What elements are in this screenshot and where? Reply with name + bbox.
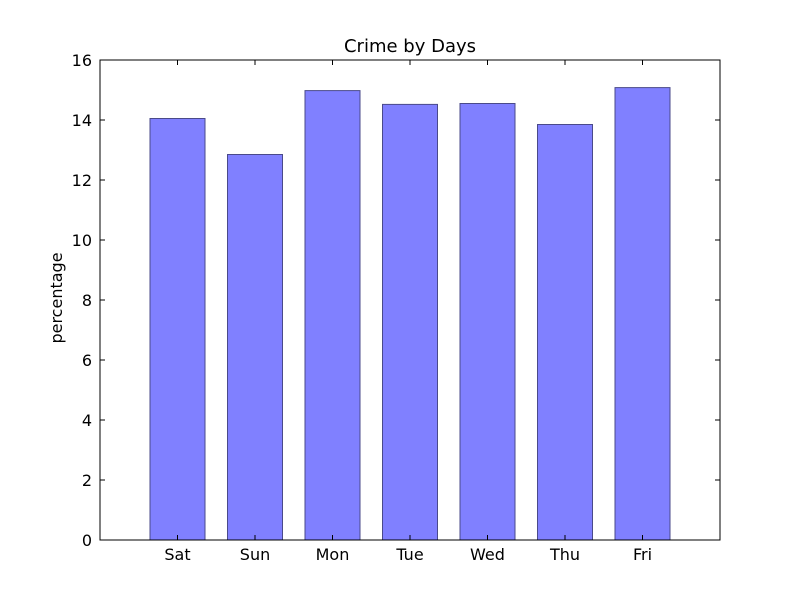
plot-frame — [99, 59, 721, 541]
y-tick-label: 6 — [82, 351, 92, 370]
x-tick-label: Wed — [470, 545, 505, 564]
bar-tue — [382, 103, 438, 541]
y-tick-label: 8 — [82, 291, 92, 310]
y-tick-label: 12 — [72, 171, 92, 190]
x-tick-label: Sat — [164, 545, 190, 564]
bar-wed — [459, 103, 516, 541]
y-ticks-group: 0 2 4 6 8 10 12 14 16 — [72, 51, 720, 550]
bars-group — [149, 87, 671, 541]
bar-sat — [149, 118, 206, 541]
y-tick-label: 10 — [72, 231, 92, 250]
bar-mon — [304, 90, 361, 541]
y-axis-label: percentage — [47, 252, 66, 343]
y-tick-label: 0 — [82, 531, 92, 550]
x-tick-label: Mon — [316, 545, 350, 564]
x-tick-label: Fri — [633, 545, 652, 564]
chart-title: Crime by Days — [344, 36, 476, 57]
y-tick-label: 16 — [72, 51, 92, 70]
bar-fri — [614, 87, 671, 541]
bar-thu — [537, 124, 593, 541]
y-tick-label: 2 — [82, 471, 92, 490]
y-tick-label: 14 — [72, 111, 92, 130]
x-ticks-group: Sat Sun Mon Tue Wed Thu Fri — [164, 60, 652, 564]
x-tick-label: Sun — [240, 545, 270, 564]
y-tick-label: 4 — [82, 411, 92, 430]
bar-sun — [227, 154, 283, 541]
x-tick-label: Tue — [395, 545, 423, 564]
x-tick-label: Thu — [549, 545, 580, 564]
